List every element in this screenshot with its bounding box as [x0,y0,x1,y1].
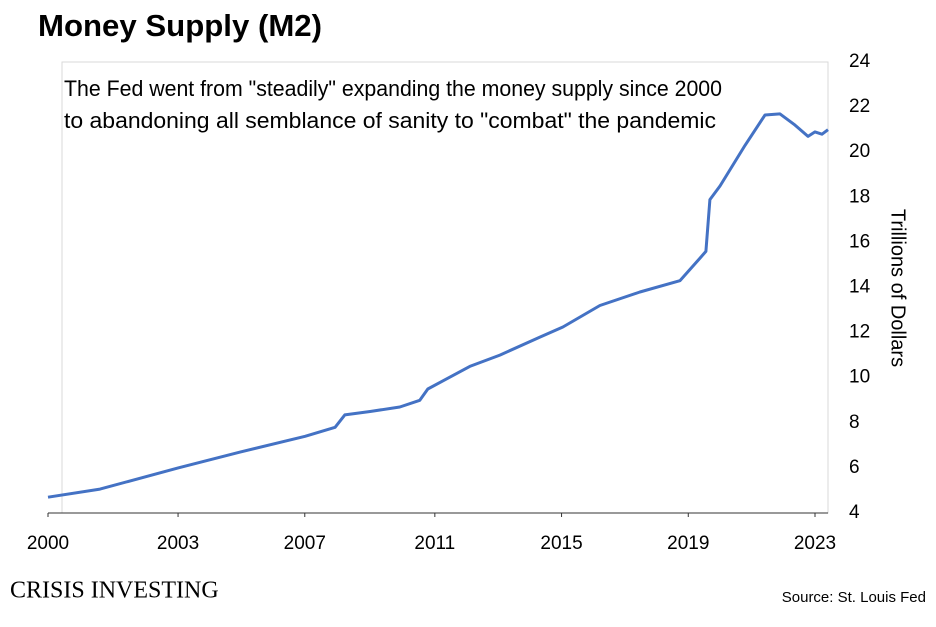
y-tick-label: 16 [849,231,870,252]
source: Source: St. Louis Fed [782,589,926,606]
annotation: to abandoning all semblance of sanity to… [64,108,716,133]
y-tick-label: 10 [849,367,870,388]
y-tick-label: 22 [849,96,870,117]
y-tick-label: 4 [849,502,860,523]
y-tick-label: 24 [849,51,871,72]
line-series [47,112,829,499]
x-tick-label: 2015 [540,533,582,554]
y-tick-label: 18 [849,186,870,207]
annotation: The Fed went from "steadily" expanding t… [64,76,722,101]
y-tick-label: 8 [849,412,860,433]
brand-logo: Crisis Investing [10,578,219,604]
x-tick-label: 2007 [284,533,326,554]
x-tick-label: 2023 [794,533,836,554]
x-tick-label: 2019 [667,533,709,554]
x-tick-label: 2011 [414,533,455,554]
chart-title: Money Supply (M2) [38,8,322,43]
y-tick-label: 20 [849,141,870,162]
y-tick-label: 6 [849,457,860,478]
y-tick-label: 12 [849,322,870,343]
x-tick-label: 2000 [27,533,69,554]
y-tick-label: 14 [849,277,871,298]
y-axis-label: Trillions of Dollars [887,209,909,367]
x-tick-label: 2003 [157,533,199,554]
